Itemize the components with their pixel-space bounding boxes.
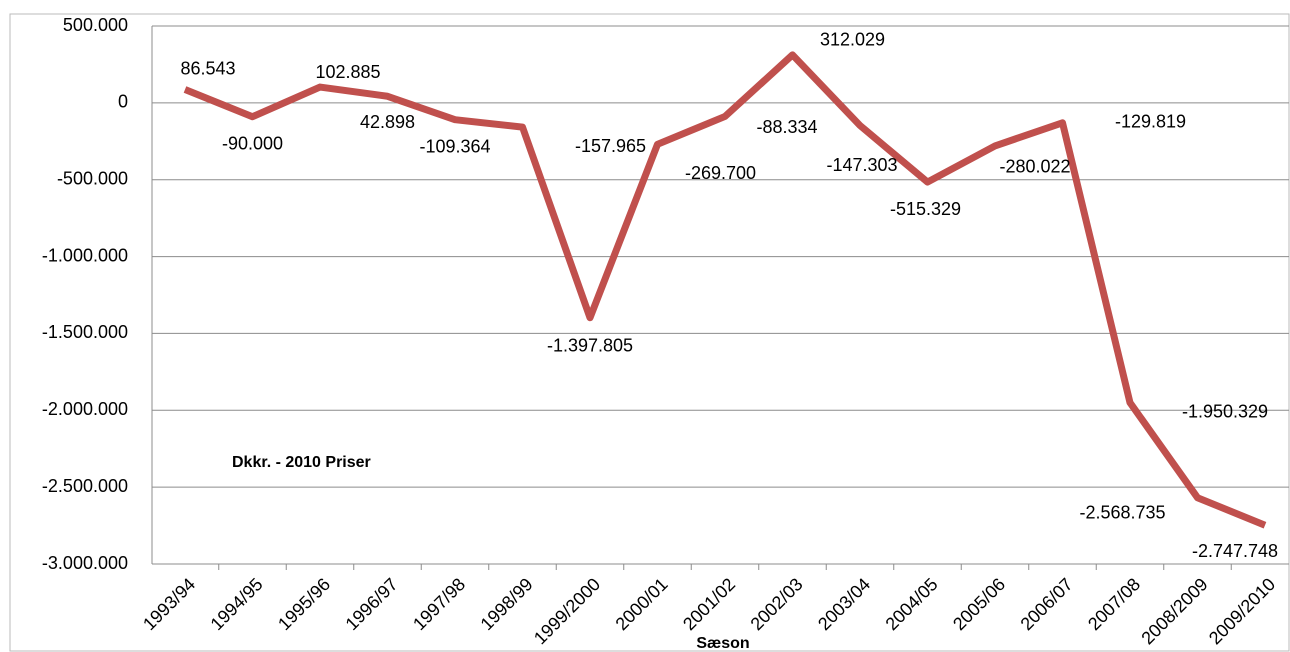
y-tick-label: -2.500.000 xyxy=(42,476,128,496)
data-label: 102.885 xyxy=(315,62,380,82)
data-label: -88.334 xyxy=(756,117,817,137)
y-tick-label: 500.000 xyxy=(63,15,128,35)
data-label: -147.303 xyxy=(826,155,897,175)
y-tick-label: -1.000.000 xyxy=(42,245,128,265)
chart-frame xyxy=(9,13,1290,652)
data-label: -515.329 xyxy=(890,199,961,219)
data-label: -90.000 xyxy=(222,133,283,153)
y-tick-label: -3.000.000 xyxy=(42,553,128,573)
data-label: 86.543 xyxy=(180,58,235,78)
data-label: -269.700 xyxy=(685,163,756,183)
data-label: -1.950.329 xyxy=(1182,401,1268,421)
y-tick-label: -2.000.000 xyxy=(42,399,128,419)
data-line xyxy=(183,51,1267,529)
data-label: -109.364 xyxy=(419,136,490,156)
y-tick-label: 0 xyxy=(118,92,128,112)
y-tick-label: -500.000 xyxy=(57,168,128,188)
data-label: -280.022 xyxy=(999,157,1070,177)
data-label: -2.568.735 xyxy=(1079,502,1165,522)
annotation: Dkkr. - 2010 Priser xyxy=(232,454,371,471)
x-axis-title: Sæson xyxy=(696,635,749,652)
data-label: 42.898 xyxy=(360,112,415,132)
data-label: -157.965 xyxy=(575,136,646,156)
y-tick-label: -1.500.000 xyxy=(42,322,128,342)
data-label: 312.029 xyxy=(820,30,885,50)
data-label: -2.747.748 xyxy=(1192,541,1278,561)
data-label: -1.397.805 xyxy=(547,335,633,355)
data-label: -129.819 xyxy=(1115,112,1186,132)
